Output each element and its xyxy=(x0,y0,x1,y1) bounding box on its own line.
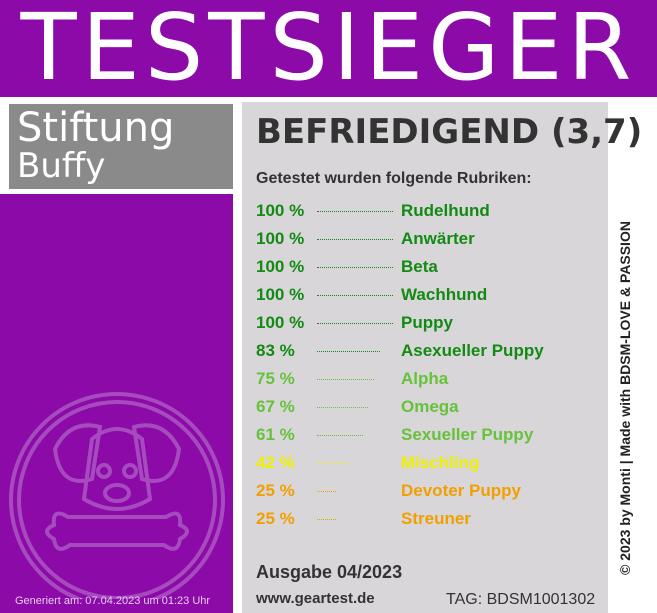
result-percent: 25 % xyxy=(256,481,295,500)
result-percent: 100 % xyxy=(256,257,305,276)
result-leader-line xyxy=(317,491,336,492)
tag-label: TAG: BDSM1001302 xyxy=(446,591,596,608)
left-panel: Generiert am: 07.04.2023 um 01:23 Uhr xyxy=(0,194,233,613)
result-leader-line xyxy=(317,295,393,296)
result-row: 75 % Alpha xyxy=(256,366,606,392)
result-row: 100 % Beta xyxy=(256,254,606,280)
result-percent: 100 % xyxy=(256,285,305,304)
generated-date: Generiert am: 07.04.2023 um 01:23 Uhr xyxy=(15,595,211,607)
banner: TESTSIEGER xyxy=(0,0,657,101)
brand-name-line2: Buffy xyxy=(17,146,106,186)
result-category: Wachhund xyxy=(401,285,488,304)
result-category: Devoter Puppy xyxy=(401,481,521,500)
result-row: 100 % Rudelhund xyxy=(256,198,606,224)
result-row: 67 % Omega xyxy=(256,394,606,420)
result-category: Beta xyxy=(401,257,438,276)
result-leader-line xyxy=(317,463,349,464)
categories-intro: Getestet wurden folgende Rubriken: xyxy=(256,170,532,187)
result-row: 25 % Devoter Puppy xyxy=(256,478,606,504)
result-row: 100 % Anwärter xyxy=(256,226,606,252)
result-percent: 100 % xyxy=(256,201,305,220)
result-percent: 25 % xyxy=(256,509,295,528)
result-leader-line xyxy=(317,435,363,436)
result-row: 100 % Wachhund xyxy=(256,282,606,308)
brand-name-line1: Stiftung xyxy=(17,105,175,151)
result-percent: 83 % xyxy=(256,341,295,360)
edition-label: Ausgabe 04/2023 xyxy=(256,562,403,582)
result-category: Omega xyxy=(401,397,459,416)
result-category: Alpha xyxy=(401,369,449,388)
result-percent: 100 % xyxy=(256,313,305,332)
result-leader-line xyxy=(317,519,336,520)
result-percent: 75 % xyxy=(256,369,295,388)
result-category: Mischling xyxy=(401,453,480,472)
result-row: 42 % Mischling xyxy=(256,450,606,476)
result-leader-line xyxy=(317,323,393,324)
result-row: 61 % Sexueller Puppy xyxy=(256,422,606,448)
result-row: 83 % Asexueller Puppy xyxy=(256,338,606,364)
result-category: Anwärter xyxy=(401,229,475,248)
result-leader-line xyxy=(317,379,374,380)
result-leader-line xyxy=(317,407,368,408)
grade-label: BEFRIEDIGEND (3,7) xyxy=(256,112,643,152)
result-category: Rudelhund xyxy=(401,201,490,220)
website-link[interactable]: www.geartest.de xyxy=(256,590,375,607)
brand-box: Stiftung Buffy xyxy=(9,104,233,189)
result-category: Puppy xyxy=(401,313,453,332)
result-category: Asexueller Puppy xyxy=(401,341,544,360)
result-row: 100 % Puppy xyxy=(256,310,606,336)
result-row: 25 % Streuner xyxy=(256,506,606,532)
result-percent: 42 % xyxy=(256,453,295,472)
result-category: Streuner xyxy=(401,509,471,528)
result-percent: 100 % xyxy=(256,229,305,248)
result-percent: 61 % xyxy=(256,425,295,444)
credit-text: © 2023 by Monti | Made with BDSM-LOVE & … xyxy=(617,221,633,575)
result-category: Sexueller Puppy xyxy=(401,425,534,444)
results-panel: BEFRIEDIGEND (3,7) Getestet wurden folge… xyxy=(242,102,642,613)
result-leader-line xyxy=(317,267,393,268)
banner-title: TESTSIEGER xyxy=(20,0,637,101)
result-leader-line xyxy=(317,239,393,240)
result-leader-line xyxy=(317,211,393,212)
result-percent: 67 % xyxy=(256,397,295,416)
dog-with-bone-icon xyxy=(9,392,225,599)
result-leader-line xyxy=(317,351,380,352)
